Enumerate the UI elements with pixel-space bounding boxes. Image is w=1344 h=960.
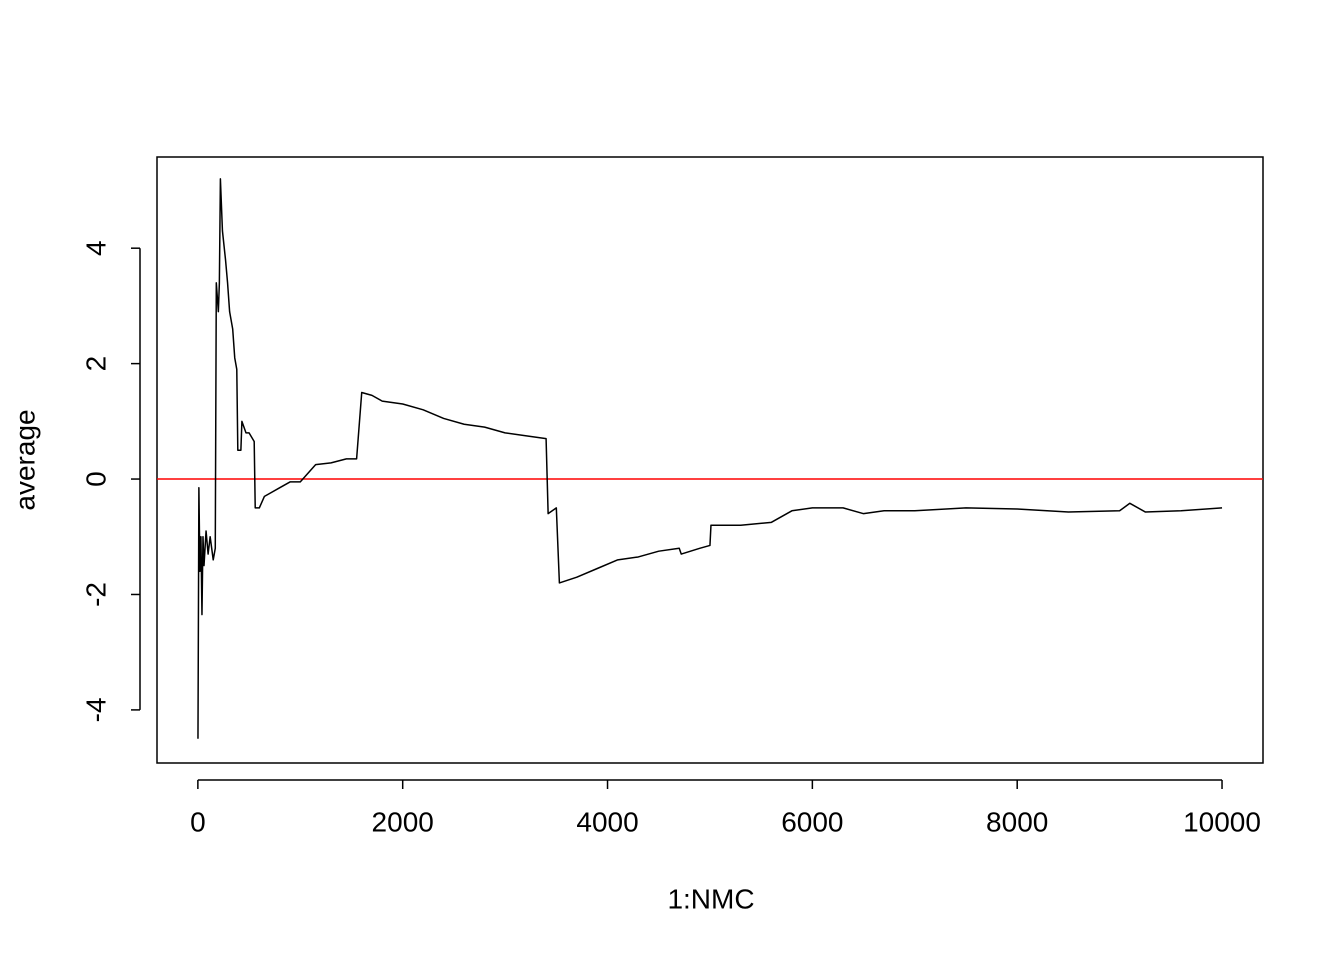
x-tick-label: 4000	[576, 806, 638, 837]
y-tick-label: 4	[80, 240, 111, 256]
y-tick-label: -4	[80, 697, 111, 722]
x-tick-label: 6000	[781, 806, 843, 837]
y-axis-label: average	[9, 409, 40, 510]
x-tick-label: 8000	[986, 806, 1048, 837]
y-tick-label: 2	[80, 356, 111, 372]
data-line	[197, 178, 1223, 739]
y-tick-label: -2	[80, 582, 111, 607]
plot-frame	[156, 156, 1264, 764]
x-tick-label: 0	[190, 806, 206, 837]
x-tick-label: 10000	[1183, 806, 1261, 837]
x-axis-label: 1:NMC	[667, 883, 754, 914]
x-tick-label: 2000	[372, 806, 434, 837]
y-tick-label: 0	[80, 471, 111, 487]
